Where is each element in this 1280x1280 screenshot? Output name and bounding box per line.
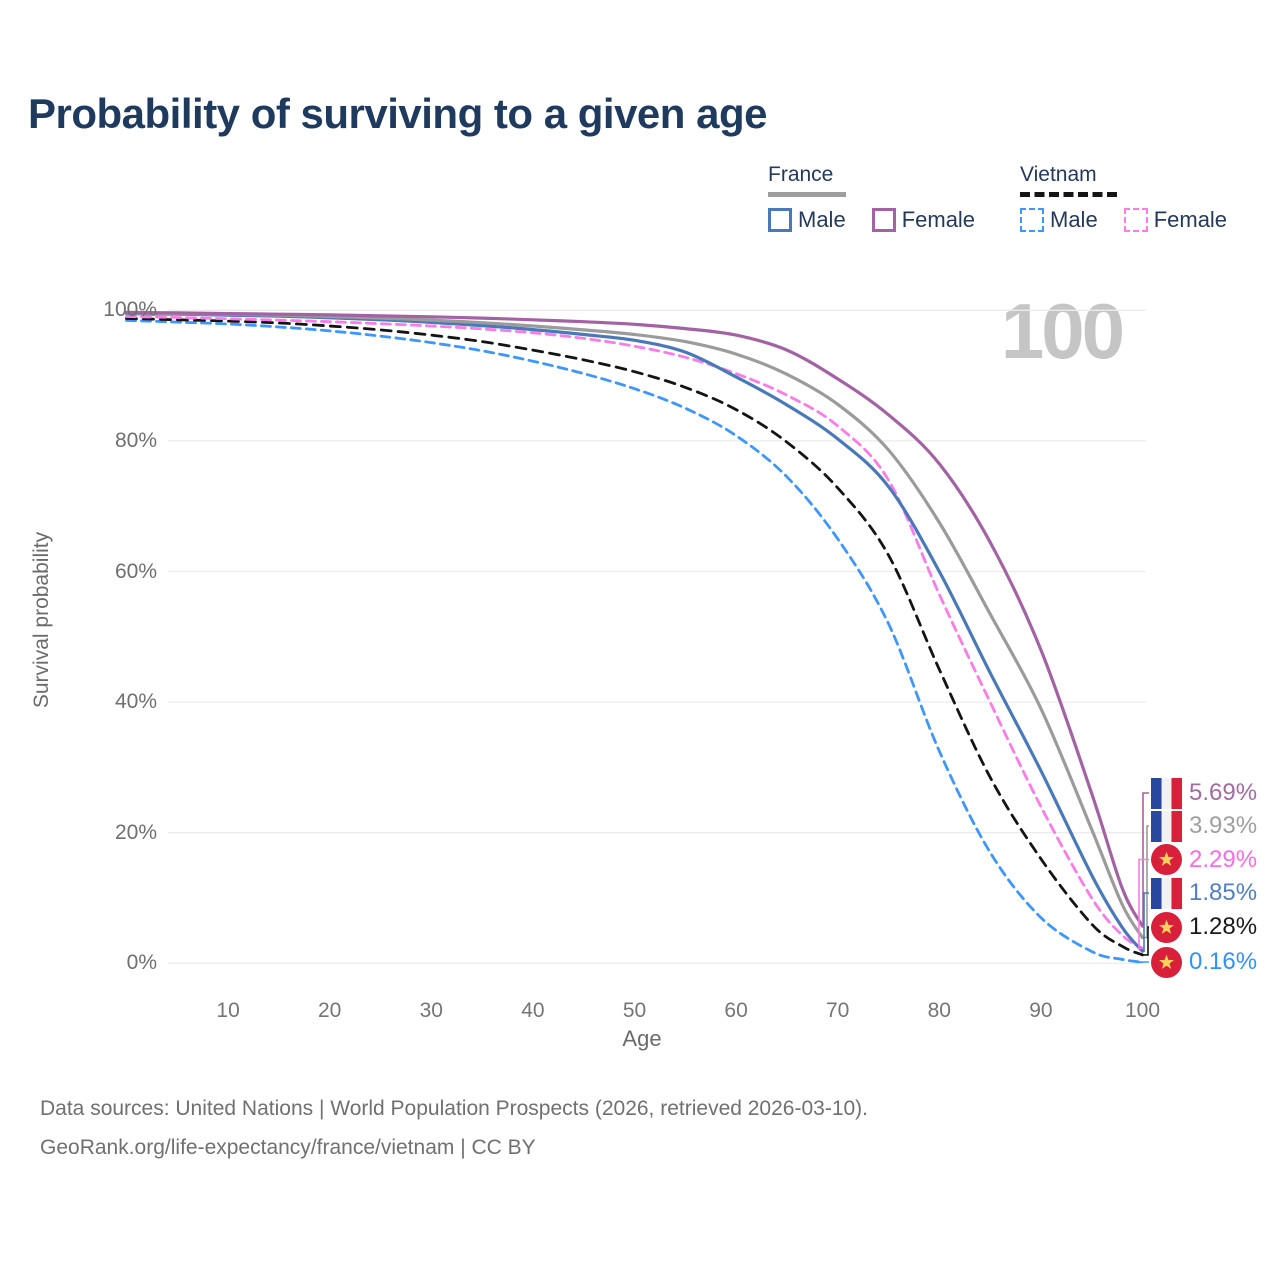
legend-france-line-sample — [768, 192, 846, 197]
end-label-value: 5.69% — [1189, 779, 1258, 806]
x-tick-label: 90 — [1029, 999, 1053, 1022]
end-label-connector — [1138, 858, 1149, 950]
end-label-row-vietnam-total: 1.28% — [1151, 911, 1258, 943]
curve-vietnam-male[interactable] — [125, 319, 1144, 964]
legend-france-header: France — [768, 163, 834, 186]
france-female-swatch-icon — [871, 208, 896, 232]
x-tick-label: 100 — [1124, 999, 1161, 1022]
end-label-connector — [1142, 892, 1149, 952]
curve-france-female[interactable] — [124, 310, 1145, 928]
end-label-value: 2.29% — [1189, 845, 1258, 873]
x-tick-label: 10 — [216, 999, 240, 1022]
footer-sources: Data sources: United Nations | World Pop… — [40, 1097, 869, 1120]
legend-item-france-male[interactable]: Male — [768, 207, 846, 233]
y-tick-label: 20% — [114, 820, 157, 844]
hovered-age-marker: 100 — [1000, 287, 1125, 375]
flag-icon-france — [1151, 810, 1182, 842]
footer-attribution: GeoRank.org/life-expectancy/france/vietn… — [40, 1136, 536, 1159]
end-label-row-france-male: 1.85% — [1151, 877, 1258, 909]
x-axis-title: Age — [622, 1026, 662, 1051]
x-tick-label: 80 — [927, 999, 951, 1022]
y-tick-label: 100% — [103, 298, 157, 322]
legend-group-vietnam: Vietnam Male Female — [1020, 163, 1227, 233]
vietnam-male-swatch-icon — [1020, 208, 1044, 232]
vietnam-female-swatch-icon — [1123, 208, 1148, 232]
chart-title: Probability of surviving to a given age — [28, 90, 767, 137]
legend-france-female-label: Female — [901, 207, 976, 232]
flag-icon-vietnam — [1151, 911, 1182, 943]
x-tick-label: 20 — [318, 999, 342, 1022]
y-tick-label: 0% — [126, 951, 157, 975]
legend-vietnam-female-label: Female — [1153, 207, 1228, 232]
curve-france-total[interactable] — [124, 311, 1145, 940]
curve-vietnam-total[interactable] — [125, 317, 1144, 957]
end-label-row-vietnam-female: 2.29% — [1151, 844, 1257, 875]
end-label-value: 1.28% — [1189, 913, 1258, 940]
end-label-value: 3.93% — [1189, 812, 1258, 839]
end-label-row-france-total: 3.93% — [1151, 810, 1258, 842]
curve-france-male[interactable] — [124, 312, 1145, 953]
legend-item-vietnam-female[interactable]: Female — [1123, 207, 1228, 233]
x-tick-label: 40 — [521, 999, 545, 1022]
x-tick-label: 30 — [419, 999, 443, 1022]
x-tick-label: 70 — [826, 999, 850, 1022]
flag-icon-vietnam — [1151, 844, 1182, 875]
flag-icon-france — [1151, 877, 1182, 909]
france-male-swatch-icon — [768, 208, 792, 232]
curve-vietnam-female[interactable] — [125, 315, 1144, 950]
y-tick-label: 80% — [114, 428, 157, 452]
x-tick-label: 60 — [724, 999, 748, 1022]
x-tick-label: 50 — [622, 999, 647, 1022]
end-label-value: 1.85% — [1189, 879, 1258, 906]
legend-vietnam-header: Vietnam — [1020, 163, 1097, 186]
flag-icon-vietnam — [1151, 946, 1182, 978]
legend-item-vietnam-male[interactable]: Male — [1020, 207, 1098, 233]
legend-group-france: France Male Female — [768, 163, 975, 233]
end-label-row-france-female: 5.69% — [1151, 777, 1258, 809]
y-tick-label: 40% — [114, 690, 157, 714]
end-label-connector — [1142, 926, 1149, 956]
flag-icon-france — [1151, 777, 1182, 809]
legend-france-male-label: Male — [798, 207, 846, 232]
legend-item-france-female[interactable]: Female — [871, 207, 976, 233]
end-label-value: 0.16% — [1189, 948, 1258, 975]
y-tick-label: 60% — [114, 559, 157, 583]
y-axis-title: Survival probability — [30, 531, 53, 709]
legend-vietnam-male-label: Male — [1050, 207, 1098, 232]
legend-vietnam-line-sample — [1020, 192, 1117, 197]
end-label-row-vietnam-male: 0.16% — [1151, 946, 1258, 978]
